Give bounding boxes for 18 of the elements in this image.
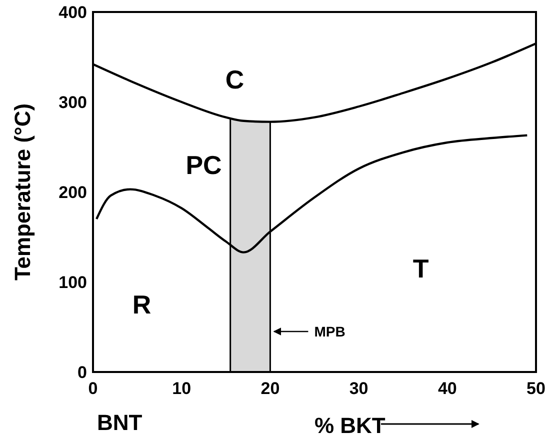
x-tick-label: 50 xyxy=(526,379,546,398)
annotation: R xyxy=(132,290,152,320)
text: BNT xyxy=(97,410,143,435)
y-tick-label: 0 xyxy=(78,362,87,382)
y-axis-title: Temperature (°C) xyxy=(10,103,35,281)
x-tick-label: 40 xyxy=(438,379,457,398)
x-axis-title: % BKT xyxy=(314,413,386,438)
y-tick-label: 400 xyxy=(58,2,87,22)
annotation: C xyxy=(225,64,244,95)
y-tick-label: 300 xyxy=(58,92,87,112)
x-tick-label: 10 xyxy=(172,379,192,398)
annotation: T xyxy=(412,254,429,284)
x-tick-label: 20 xyxy=(260,379,280,398)
y-tick-label: 100 xyxy=(58,272,87,292)
x-tick-label: 30 xyxy=(349,379,368,398)
annotation: PC xyxy=(186,150,222,180)
band-label: MPB xyxy=(314,323,346,340)
y-tick-label: 200 xyxy=(58,182,87,202)
